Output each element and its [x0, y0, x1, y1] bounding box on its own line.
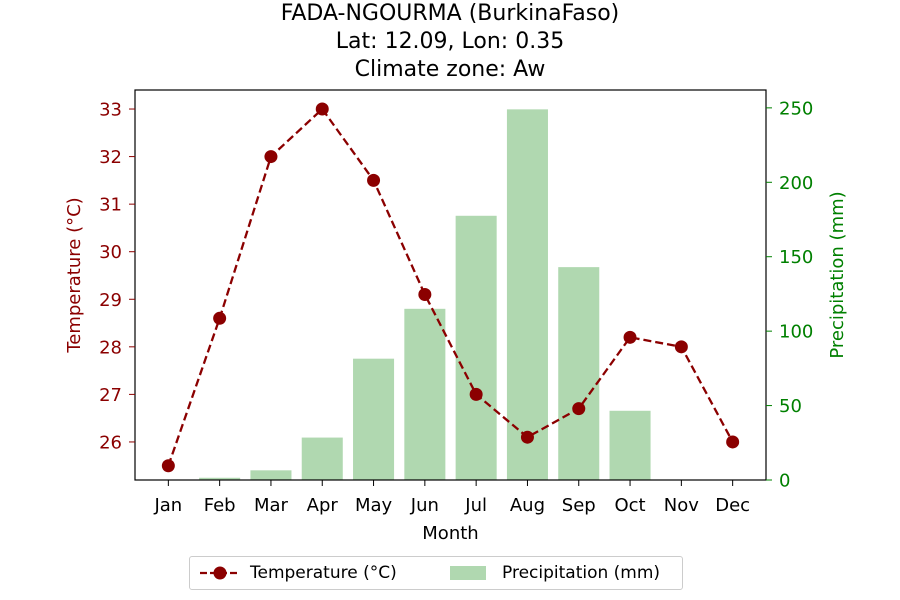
x-tick-label-oct: Oct [614, 495, 645, 516]
legend-precipitation-swatch [450, 566, 486, 580]
y-right-tick-label-200: 200 [779, 173, 813, 194]
precipitation-bar-jun [404, 308, 446, 480]
temperature-point-jun [418, 288, 432, 302]
precipitation-bars [199, 109, 651, 481]
y-right-tick-label-250: 250 [779, 98, 813, 119]
y-left-tick-label-32: 32 [99, 147, 122, 168]
y-left-tick-label-26: 26 [99, 432, 122, 453]
temperature-point-apr [315, 102, 329, 116]
y-right-tick-label-100: 100 [779, 322, 813, 343]
temperature-line [161, 102, 740, 473]
y-left-tick-label-33: 33 [99, 100, 122, 121]
precipitation-bar-jul [455, 215, 497, 480]
x-tick-label-may: May [355, 495, 393, 516]
legend-temperature-label: Temperature (°C) [250, 563, 397, 583]
x-tick-label-apr: Apr [307, 495, 339, 516]
y-left-tick-label-29: 29 [99, 290, 122, 311]
y-left-tick-label-31: 31 [99, 195, 122, 216]
precipitation-bar-aug [506, 109, 548, 481]
y-left-tick-label-27: 27 [99, 385, 122, 406]
x-tick-label-dec: Dec [715, 495, 750, 516]
x-axis: Jan Feb Mar Apr May Jun Jul Aug Sep Oct Nov Dec [153, 480, 750, 516]
x-tick-label-aug: Aug [510, 495, 545, 516]
plot-frame [134, 89, 767, 481]
y-axis-right: 0 50 100 150 200 250 [766, 98, 813, 492]
precipitation-bar-sep [558, 267, 600, 480]
legend-entry-temperature: Temperature (°C) [198, 557, 397, 589]
x-axis-label: Month [422, 523, 478, 544]
temperature-point-may [367, 173, 381, 187]
y-axis-right-label: Precipitation (mm) [827, 191, 848, 358]
precipitation-bar-oct [609, 410, 651, 480]
x-tick-label-mar: Mar [254, 495, 289, 516]
temperature-point-sep [572, 402, 586, 416]
temperature-point-oct [623, 330, 637, 344]
legend-temperature-swatch [200, 566, 240, 580]
legend: Temperature (°C) Precipitation (mm) [189, 556, 683, 590]
temperature-point-feb [213, 311, 227, 325]
precipitation-bar-apr [301, 437, 343, 480]
temperature-series-line [167, 107, 734, 467]
y-axis-left: 26 27 28 29 30 31 32 33 [99, 100, 135, 453]
x-tick-label-nov: Nov [664, 495, 699, 516]
chart-title-line3: Climate zone: Aw [354, 57, 546, 82]
precipitation-bar-mar [250, 470, 292, 480]
y-right-tick-label-50: 50 [779, 396, 802, 417]
temperature-point-aug [520, 430, 534, 444]
y-left-tick-label-28: 28 [99, 337, 122, 358]
chart-title-line2: Lat: 12.09, Lon: 0.35 [335, 29, 565, 54]
legend-entry-precipitation: Precipitation (mm) [448, 557, 660, 589]
temperature-point-dec [726, 435, 740, 449]
chart-title-line1: FADA-NGOURMA (BurkinaFaso) [280, 1, 620, 26]
x-tick-label-jul: Jul [464, 495, 487, 516]
temperature-point-jan [161, 459, 175, 473]
y-right-tick-label-0: 0 [779, 471, 790, 492]
y-left-tick-label-30: 30 [99, 242, 122, 263]
temperature-point-mar [264, 150, 278, 164]
temperature-point-nov [674, 340, 688, 354]
x-tick-label-jun: Jun [410, 495, 439, 516]
legend-precipitation-label: Precipitation (mm) [502, 563, 661, 583]
y-axis-left-label: Temperature (°C) [64, 197, 85, 353]
precipitation-bar-feb [199, 477, 241, 480]
x-tick-label-sep: Sep [562, 495, 596, 516]
x-tick-label-feb: Feb [204, 495, 236, 516]
precipitation-bar-may [353, 358, 395, 480]
x-tick-label-jan: Jan [153, 495, 182, 516]
temperature-point-jul [469, 387, 483, 401]
y-right-tick-label-150: 150 [779, 247, 813, 268]
